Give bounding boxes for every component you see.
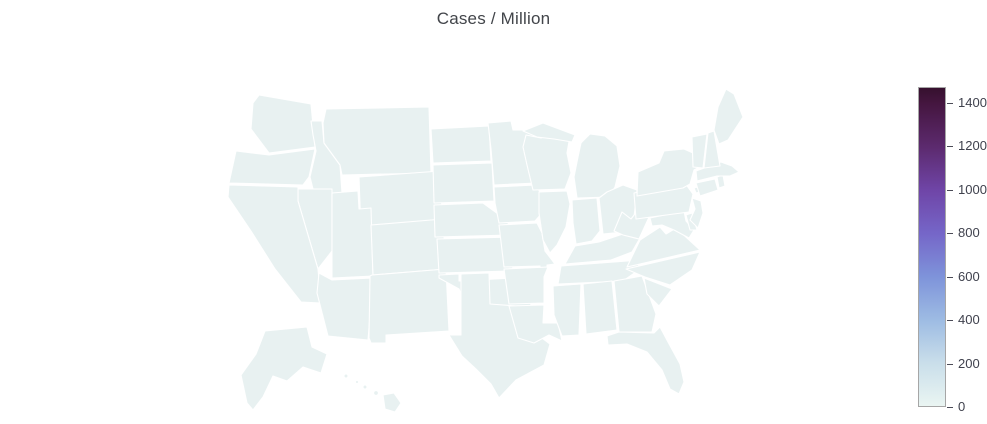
colorbar-tick [947,146,953,148]
state-arizona[interactable] [316,272,374,341]
state-illinois[interactable] [538,190,571,254]
state-massachusetts[interactable] [695,161,740,182]
state-kentucky[interactable] [564,233,641,265]
state-michigan-upper[interactable] [522,122,576,143]
state-maine[interactable] [713,88,744,145]
colorbar-tick [947,276,953,278]
state-missouri[interactable] [498,222,556,274]
state-south-dakota[interactable] [432,162,495,204]
colorbar-tick-label: 1200 [958,138,987,154]
colorbar-tick [947,407,953,408]
state-hawaii-island-1[interactable] [343,373,349,379]
state-south-carolina[interactable] [643,277,673,307]
colorbar-gradient [918,87,946,407]
us-choropleth-map [227,88,744,413]
colorbar-tick-label: 600 [958,268,980,284]
state-montana[interactable] [322,106,432,176]
state-utah[interactable] [331,190,374,279]
state-oregon[interactable] [228,148,316,186]
state-maryland[interactable] [649,210,695,239]
states-group [227,88,744,413]
state-alaska[interactable] [240,326,328,411]
state-connecticut[interactable] [695,178,719,197]
colorbar-tick [947,363,953,365]
state-hawaii-island-3[interactable] [362,384,368,390]
colorbar-tick [947,233,953,235]
state-louisiana[interactable] [508,304,563,344]
colorbar-tick-label: 1000 [958,181,987,197]
state-iowa[interactable] [493,184,544,224]
colorbar-tick-label: 800 [958,225,980,241]
state-new-jersey[interactable] [689,197,704,229]
state-north-dakota[interactable] [430,125,492,164]
state-new-hampshire[interactable] [703,130,721,169]
state-alabama[interactable] [582,280,618,335]
state-california[interactable] [227,184,322,304]
state-indiana[interactable] [571,197,601,245]
state-washington[interactable] [250,94,316,154]
chart-title: Cases / Million [436,9,551,28]
state-texas[interactable] [448,272,551,399]
colorbar-tick [947,102,953,104]
state-tennessee[interactable] [557,259,642,285]
state-hawaii-big-island[interactable] [382,392,402,413]
state-michigan[interactable] [573,133,621,199]
colorbar: 1400 1200 1000 800 600 400 200 0 [918,87,987,414]
colorbar-tick [947,189,953,191]
colorbar-tick-label: 1400 [958,95,987,111]
state-vermont[interactable] [691,133,708,169]
state-new-mexico[interactable] [368,268,450,344]
colorbar-tick-label: 400 [958,312,980,328]
state-florida[interactable] [606,326,685,395]
state-hawaii-island-4[interactable] [373,390,379,396]
colorbar-tick-label: 200 [958,355,980,371]
state-rhode-island[interactable] [716,174,726,189]
state-arkansas[interactable] [503,266,549,305]
state-georgia[interactable] [613,275,657,333]
state-north-carolina[interactable] [625,251,701,286]
state-hawaii-island-2[interactable] [354,379,360,385]
colorbar-tick [947,320,953,322]
colorbar-tick-label: 0 [958,399,966,415]
state-mississippi[interactable] [552,283,582,337]
